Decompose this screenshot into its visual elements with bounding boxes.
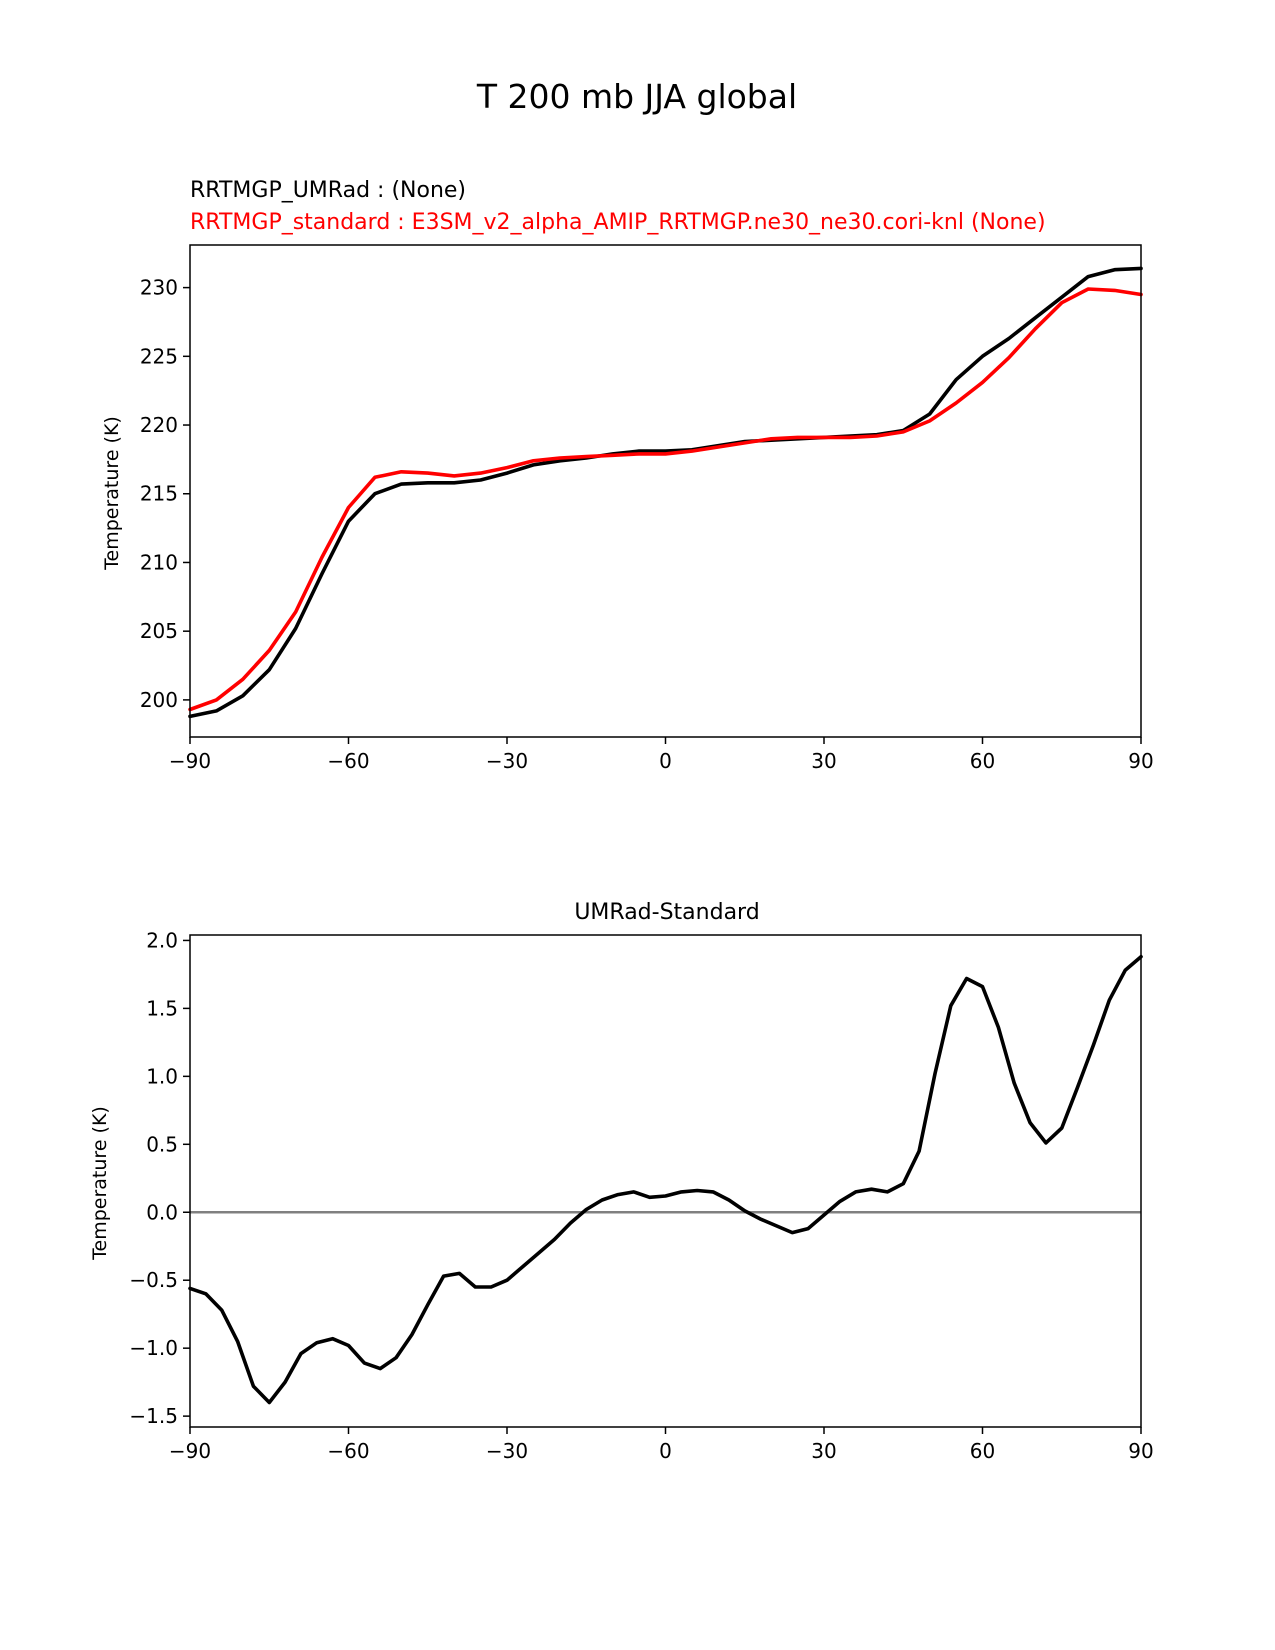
- bottom-x-tick-label: 60: [970, 1439, 995, 1463]
- top-x-tick-label: 90: [1128, 749, 1153, 773]
- bottom-y-axis-label: Temperature (K): [89, 1106, 111, 1261]
- bottom-panel-title: UMRad-Standard: [574, 900, 759, 925]
- top-x-tick-label: 0: [659, 749, 672, 773]
- top-series-line-1: [188, 287, 1143, 712]
- top-y-tick-label: 225: [140, 344, 178, 368]
- bottom-y-tick-label: 0.0: [146, 1200, 178, 1224]
- top-y-tick-label: 220: [140, 413, 178, 437]
- bottom-y-tick-label: −1.5: [129, 1404, 178, 1428]
- top-y-tick-label: 230: [140, 276, 178, 300]
- top-y-axis-label: Temperature (K): [101, 416, 123, 571]
- bottom-x-tick-label: 90: [1128, 1439, 1153, 1463]
- top-series-line-0: [188, 266, 1143, 719]
- bottom-x-tick-label: −30: [486, 1439, 528, 1463]
- bottom-x-tick-label: 30: [811, 1439, 836, 1463]
- top-x-tick-label: −60: [327, 749, 369, 773]
- legend-line-umrad: RRTMGP_UMRad : (None): [190, 178, 466, 203]
- top-x-tick-label: −30: [486, 749, 528, 773]
- bottom-panel: UMRad-Standard Temperature (K) −90 −60 −30…: [89, 900, 1154, 1463]
- bottom-series-line-0: [188, 954, 1143, 1405]
- bottom-y-tick-label: 2.0: [146, 928, 178, 952]
- legend-line-standard: RRTMGP_standard : E3SM_v2_alpha_AMIP_RRT…: [190, 210, 1046, 235]
- bottom-y-tick-label: 1.0: [146, 1064, 178, 1088]
- bottom-y-tick-label: 0.5: [146, 1132, 178, 1156]
- bottom-x-tick-label: −90: [169, 1439, 211, 1463]
- bottom-y-tick-label: −0.5: [129, 1268, 178, 1292]
- top-x-tick-label: −90: [169, 749, 211, 773]
- bottom-plot-frame: [189, 934, 1142, 1428]
- top-plot-frame: [189, 244, 1142, 738]
- figure-title: T 200 mb JJA global: [476, 77, 797, 116]
- top-y-tick-label: 200: [140, 688, 178, 712]
- bottom-x-tick-label: 0: [659, 1439, 672, 1463]
- top-y-tick-label: 205: [140, 619, 178, 643]
- bottom-y-tick-label: 1.5: [146, 996, 178, 1020]
- top-y-tick-label: 210: [140, 550, 178, 574]
- bottom-y-tick-label: −1.0: [129, 1336, 178, 1360]
- top-x-tick-label: 60: [970, 749, 995, 773]
- top-panel: RRTMGP_UMRad : (None) RRTMGP_standard : …: [101, 178, 1154, 773]
- top-x-tick-label: 30: [811, 749, 836, 773]
- bottom-x-tick-label: −60: [327, 1439, 369, 1463]
- top-y-tick-label: 215: [140, 482, 178, 506]
